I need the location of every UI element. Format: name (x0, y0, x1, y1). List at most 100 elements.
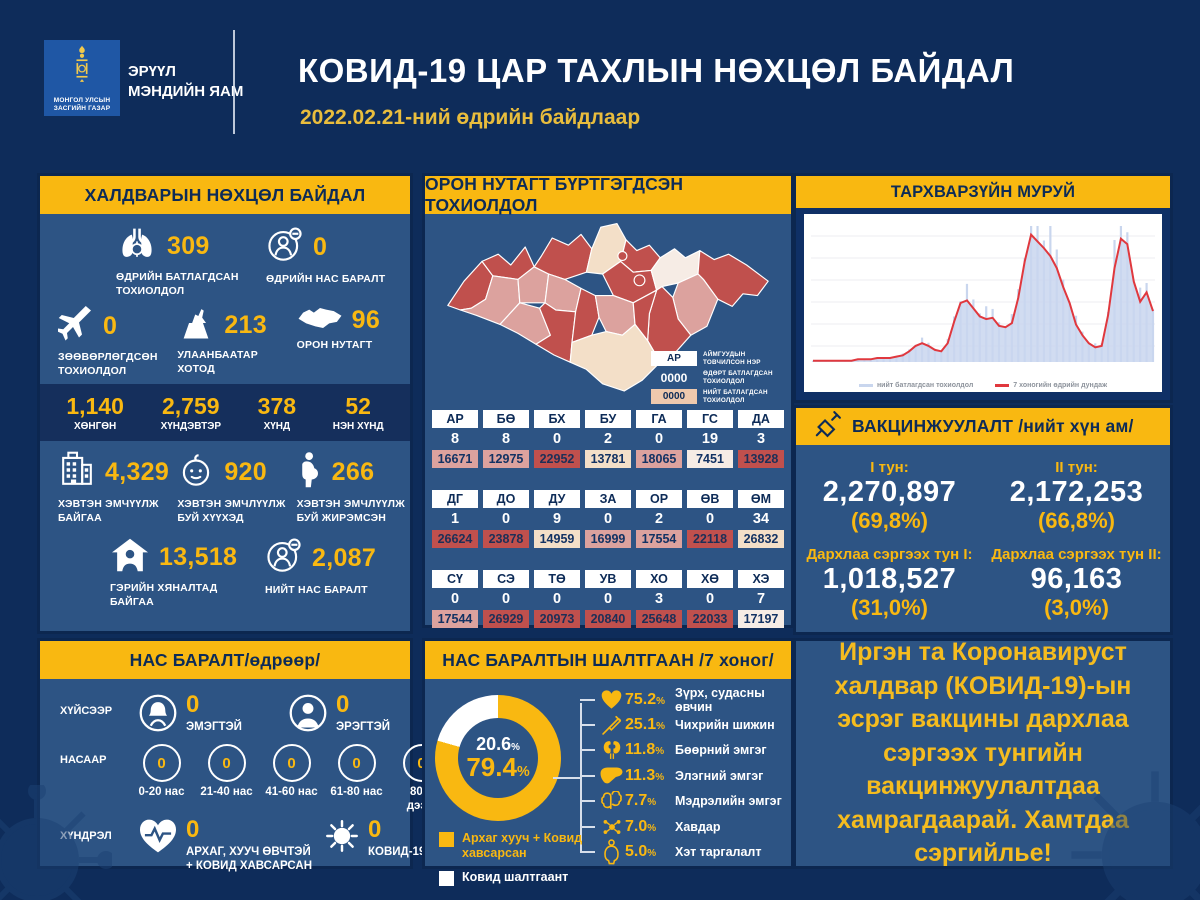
cause-label: Мэдрэлийн эмгэг (675, 794, 782, 809)
age-range-label: 61-80 нас (330, 786, 383, 798)
province-cell: АР 8 16671 (432, 410, 478, 468)
province-daily-cases: 0 (501, 591, 511, 607)
stat-label: ХЭВТЭН ЭМЧҮҮЛЖ БАЙГАА (58, 498, 159, 524)
province-cell: ДУ 9 14959 (534, 490, 580, 548)
deaths-by-age: 0 0-20 нас 0 21-40 нас 0 41-60 нас (134, 744, 449, 814)
province-total-cases: 13928 (738, 450, 784, 468)
dose-count: 2,270,897 (822, 476, 957, 508)
cause-percent: 7.0 (625, 817, 648, 835)
person-deceased-icon (265, 537, 303, 580)
vaccination-panel-title: ВАКЦИНЖУУЛАЛТ /нийт хүн ам/ (852, 416, 1134, 436)
sex-label: ЭМЭГТЭЙ (186, 721, 242, 733)
province-total-cases: 22952 (534, 450, 580, 468)
province-cell: БХ 0 22952 (534, 410, 580, 468)
donut-center-values: 20.6% 79.4% (466, 733, 530, 782)
sex-stat-block: 0 ЭМЭГТЭЙ (138, 693, 280, 738)
legend-total-sample: 0000 (651, 389, 697, 404)
infection-panel-title: ХАЛДВАРЫН НӨХЦӨЛ БАЙДАЛ (40, 176, 410, 214)
epi-curve-title: ТАРХВАРЗҮЙН МУРУЙ (796, 176, 1170, 208)
province-daily-cases: 9 (552, 511, 562, 527)
severity-item: 378 ХҮНД (258, 393, 296, 432)
province-total-cases: 13781 (585, 450, 631, 468)
complication-label: АРХАГ, ХУУЧ ӨВЧТЭЙ + КОВИД ХАВСАРСАН (186, 845, 313, 873)
map-legend-row: АР АЙМГУУДЫН ТОВЧИЛСОН НЭР (651, 351, 781, 366)
brain-icon (598, 791, 625, 811)
cause-row: 7.7% Мэдрэлийн эмгэг (580, 789, 785, 814)
cause-label: Бөөрний эмгэг (675, 743, 767, 758)
stat-block: 2,087 НИЙТ НАС БАРАЛТ (265, 537, 410, 611)
province-daily-cases: 0 (450, 591, 460, 607)
regional-panel-title: ОРОН НУТАГТ БҮРТГЭГДСЭН ТОХИОЛДОЛ (425, 174, 791, 215)
province-code: БХ (534, 410, 580, 428)
dose-block: Дархлаа сэргээх тун I: 1,018,527 (31,0%) (796, 546, 983, 621)
province-daily-cases: 2 (654, 511, 664, 527)
province-cell: ХӨ 0 22033 (687, 570, 733, 628)
vaccination-doses-row1: I тун: 2,270,897 (69,8%) II тун: 2,172,2… (796, 459, 1170, 534)
virus-icon (324, 818, 360, 874)
province-total-cases: 20840 (585, 610, 631, 628)
province-code: ХЭ (738, 570, 784, 588)
age-death-count: 0 (337, 744, 376, 782)
cause-row: 75.2% Зүрх, судасны өвчин (580, 686, 785, 714)
stat-label: ХЭВТЭН ЭМЧЛҮҮЛЖ БУЙ ХҮҮХЭД (177, 498, 286, 524)
virus-watermark-icon (1060, 760, 1200, 900)
province-code: БӨ (483, 410, 529, 428)
age-death-count: 0 (272, 744, 311, 782)
stat-value: 213 (224, 311, 267, 339)
connector-arm (553, 777, 580, 779)
province-code: ДО (483, 490, 529, 508)
stat-value: 96 (351, 306, 381, 334)
home-care-stats-row: 13,518 ГЭРИЙН ХЯНАЛТАД БАЙГАА 2,087 НИЙТ… (40, 537, 410, 611)
age-death-count: 0 (207, 744, 246, 782)
cause-label: Элэгний эмгэг (675, 768, 764, 783)
province-total-cases: 26832 (738, 530, 784, 548)
legend-moving-average: 7 хоногийн өдрийн дундаж (995, 382, 1107, 389)
dose-count: 96,163 (1030, 562, 1123, 595)
map-legend-row: 0000 НИЙТ БАТЛАГДСАН ТОХИОЛДОЛ (651, 389, 781, 404)
stat-value: 266 (331, 458, 375, 486)
stat-block: 4,329 ХЭВТЭН ЭМЧҮҮЛЖ БАЙГАА (58, 451, 171, 537)
cause-label: Хэт таргалалт (675, 845, 762, 860)
cause-row: 11.3% Элэгний эмгэг (580, 763, 785, 788)
severity-value: 52 (345, 393, 371, 419)
province-daily-cases: 0 (552, 431, 562, 447)
province-total-cases: 12975 (483, 450, 529, 468)
hospitalized-stats-row: 4,329 ХЭВТЭН ЭМЧҮҮЛЖ БАЙГАА 920 ХЭВТЭН Э… (40, 451, 410, 537)
obesity-icon (598, 839, 625, 865)
province-total-cases: 7451 (687, 450, 733, 468)
province-cell: ХЭ 7 17197 (738, 570, 784, 628)
province-total-cases: 26929 (483, 610, 529, 628)
baby-icon (177, 451, 215, 494)
province-daily-cases: 0 (501, 511, 511, 527)
government-logo: МОНГОЛ УЛСЫН ЗАСГИЙН ГАЗАР (44, 40, 120, 116)
mongolia-map: АР АЙМГУУДЫН ТОВЧИЛСОН НЭР 0000 ӨДӨРТ БА… (425, 220, 791, 408)
cause-list: 75.2% Зүрх, судасны өвчин 25.1% Чихрийн … (580, 686, 785, 865)
province-daily-cases: 7 (756, 591, 766, 607)
complication-death-count: 0 (368, 815, 382, 843)
stat-block: 0 ЗӨӨВӨРЛӨГДСӨН ТОХИОЛДОЛ (55, 306, 171, 384)
age-stat-block: 0 21-40 нас (199, 744, 254, 814)
daily-stats-row: 309 ӨДРИЙН БАТЛАГДСАН ТОХИОЛДОЛ 0 ӨДРИЙН… (40, 226, 410, 306)
epi-curve-chart: нийт батлагдсан тохиолдол 7 хоногийн өдр… (804, 214, 1162, 392)
severity-label: ХӨНГӨН (73, 421, 117, 432)
province-code: ӨМ (738, 490, 784, 508)
stat-label: УЛААНБААТАР ХОТОД (177, 349, 258, 375)
province-total-cases: 17544 (432, 610, 478, 628)
kidney-icon (598, 739, 625, 761)
province-code: ДУ (534, 490, 580, 508)
dose-count: 1,018,527 (822, 562, 957, 595)
province-code: ХО (636, 570, 682, 588)
stat-block: 13,518 ГЭРИЙН ХЯНАЛТАД БАЙГАА (110, 537, 255, 611)
sex-stat-block: 0 ЭРЭГТЭЙ (288, 693, 430, 738)
severity-strip: 1,140 ХӨНГӨН 2,759 ХҮНДЭВТЭР 378 ХҮНД 52… (40, 384, 410, 441)
stat-label: ХЭВТЭН ЭМЧЛҮҮЛЖ БУЙ ЖИРЭМСЭН (296, 498, 405, 524)
mongolia-map-icon (297, 306, 343, 335)
severity-value: 2,759 (162, 393, 220, 419)
severity-label: ХҮНДЭВТЭР (160, 421, 221, 432)
daily-deaths-panel: НАС БАРАЛТ/өдрөөр/ ХҮЙСЭЭР 0 ЭМЭГТЭЙ (40, 641, 441, 872)
stat-label: ӨДРИЙН БАТЛАГДСАН ТОХИОЛДОЛ (116, 271, 239, 297)
deaths-panel-title: НАС БАРАЛТ/өдрөөр/ (40, 641, 410, 679)
province-cell: УВ 0 20840 (585, 570, 631, 628)
public-message-text: Иргэн та Коронавируст халдвар (КОВИД-19)… (834, 638, 1132, 868)
